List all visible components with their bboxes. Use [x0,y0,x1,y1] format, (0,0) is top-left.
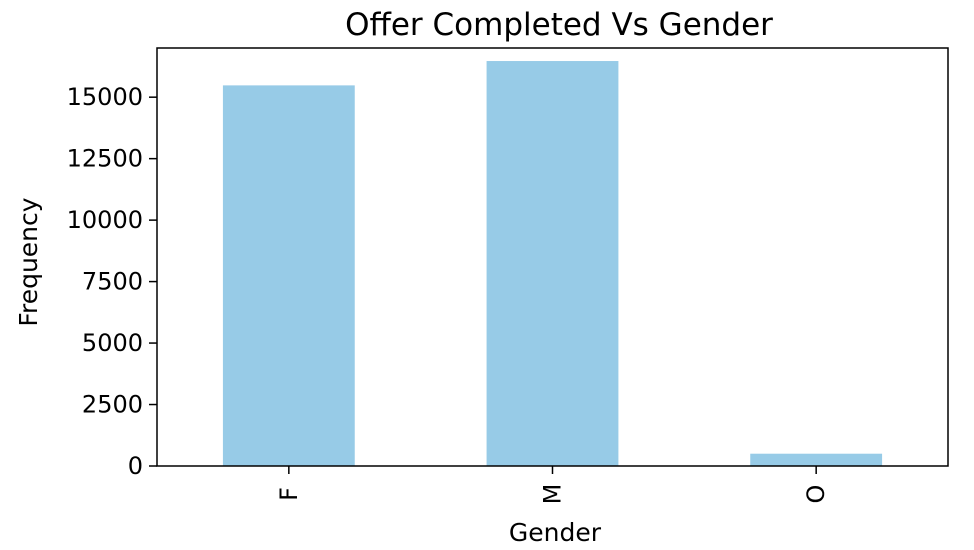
y-axis-label: Frequency [14,197,43,326]
bar-o [750,453,883,466]
y-tick-label: 10000 [67,206,143,234]
y-tick-label: 12500 [67,145,143,173]
x-axis-label: Gender [509,518,602,546]
x-tick-label-o: O [802,485,830,504]
bars-layer [222,61,883,467]
y-tick-label: 2500 [82,391,143,419]
plot-frame [156,47,949,467]
y-axis: 0 2500 5000 7500 10000 12500 15000 [67,83,157,480]
x-tick-label-m: M [539,484,567,505]
chart-title: Offer Completed Vs Gender [345,7,773,43]
y-tick-label: 0 [128,452,143,480]
y-tick-label: 7500 [82,268,143,296]
bar-m [486,61,619,466]
y-tick-label: 5000 [82,329,143,357]
x-tick-label-f: F [275,487,303,501]
bar-f [222,85,355,467]
y-tick-label: 15000 [67,83,143,111]
